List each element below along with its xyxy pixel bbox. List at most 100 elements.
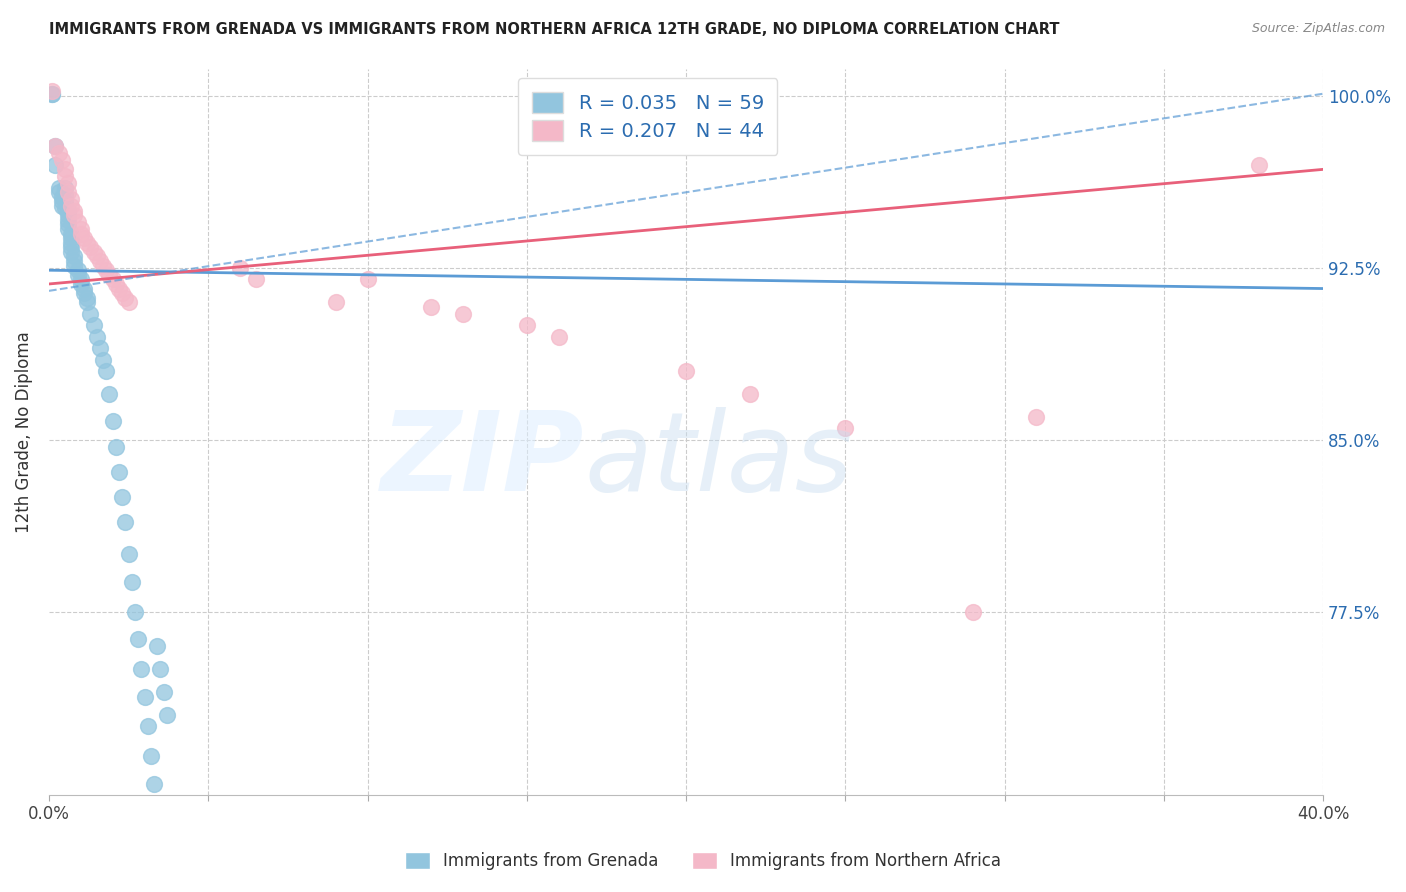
Point — [86, 250, 108, 264]
Point — [420, 300, 443, 314]
Point — [56, 203, 79, 218]
Point — [41, 87, 63, 101]
Point — [143, 776, 166, 790]
Point — [146, 639, 169, 653]
Point — [51, 190, 73, 204]
Point — [1249, 158, 1271, 172]
Text: IMMIGRANTS FROM GRENADA VS IMMIGRANTS FROM NORTHERN AFRICA 12TH GRADE, NO DIPLOM: IMMIGRANTS FROM GRENADA VS IMMIGRANTS FR… — [49, 22, 1060, 37]
Point — [101, 415, 124, 429]
Point — [51, 199, 73, 213]
Point — [63, 208, 86, 222]
Point — [124, 605, 146, 619]
Point — [53, 187, 76, 202]
Point — [325, 295, 347, 310]
Point — [56, 208, 79, 222]
Point — [136, 719, 159, 733]
Point — [356, 272, 378, 286]
Point — [91, 259, 114, 273]
Point — [139, 749, 162, 764]
Point — [41, 87, 63, 101]
Point — [76, 295, 98, 310]
Point — [48, 186, 70, 200]
Point — [51, 153, 73, 168]
Point — [114, 516, 136, 530]
Point — [60, 199, 83, 213]
Point — [60, 235, 83, 250]
Point — [229, 260, 252, 275]
Point — [44, 139, 66, 153]
Point — [66, 268, 89, 282]
Point — [56, 212, 79, 227]
Text: ZIP: ZIP — [381, 408, 583, 515]
Point — [156, 707, 179, 722]
Point — [76, 235, 98, 250]
Point — [149, 662, 172, 676]
Point — [56, 222, 79, 236]
Point — [108, 281, 131, 295]
Point — [83, 244, 105, 259]
Text: atlas: atlas — [583, 408, 853, 515]
Point — [89, 341, 111, 355]
Point — [104, 440, 127, 454]
Point — [675, 364, 697, 378]
Point — [79, 240, 101, 254]
Point — [60, 244, 83, 259]
Point — [516, 318, 538, 333]
Point — [56, 186, 79, 200]
Point — [152, 685, 174, 699]
Point — [63, 203, 86, 218]
Y-axis label: 12th Grade, No Diploma: 12th Grade, No Diploma — [15, 331, 32, 533]
Point — [245, 272, 267, 286]
Point — [114, 291, 136, 305]
Point — [53, 162, 76, 177]
Point — [131, 662, 153, 676]
Point — [69, 277, 91, 291]
Point — [121, 574, 143, 589]
Point — [41, 85, 63, 99]
Point — [738, 387, 761, 401]
Point — [1025, 409, 1047, 424]
Point — [56, 176, 79, 190]
Point — [76, 291, 98, 305]
Point — [98, 387, 121, 401]
Text: Source: ZipAtlas.com: Source: ZipAtlas.com — [1251, 22, 1385, 36]
Point — [117, 548, 139, 562]
Point — [63, 254, 86, 268]
Point — [60, 240, 83, 254]
Point — [63, 250, 86, 264]
Point — [53, 202, 76, 216]
Point — [91, 352, 114, 367]
Point — [117, 295, 139, 310]
Point — [451, 307, 474, 321]
Point — [547, 329, 569, 343]
Point — [73, 281, 96, 295]
Point — [53, 169, 76, 184]
Point — [66, 215, 89, 229]
Point — [69, 227, 91, 241]
Legend: R = 0.035   N = 59, R = 0.207   N = 44: R = 0.035 N = 59, R = 0.207 N = 44 — [519, 78, 778, 154]
Point — [104, 277, 127, 291]
Point — [96, 364, 118, 378]
Point — [53, 180, 76, 194]
Point — [111, 286, 134, 301]
Point — [53, 194, 76, 209]
Point — [60, 231, 83, 245]
Point — [51, 194, 73, 209]
Point — [73, 286, 96, 301]
Point — [111, 490, 134, 504]
Point — [79, 307, 101, 321]
Point — [98, 268, 121, 282]
Point — [962, 605, 984, 619]
Point — [89, 254, 111, 268]
Point — [108, 465, 131, 479]
Point — [69, 272, 91, 286]
Point — [44, 139, 66, 153]
Point — [66, 263, 89, 277]
Point — [834, 421, 856, 435]
Point — [48, 146, 70, 161]
Point — [86, 329, 108, 343]
Point — [134, 690, 156, 704]
Point — [127, 632, 149, 647]
Point — [60, 227, 83, 241]
Point — [69, 222, 91, 236]
